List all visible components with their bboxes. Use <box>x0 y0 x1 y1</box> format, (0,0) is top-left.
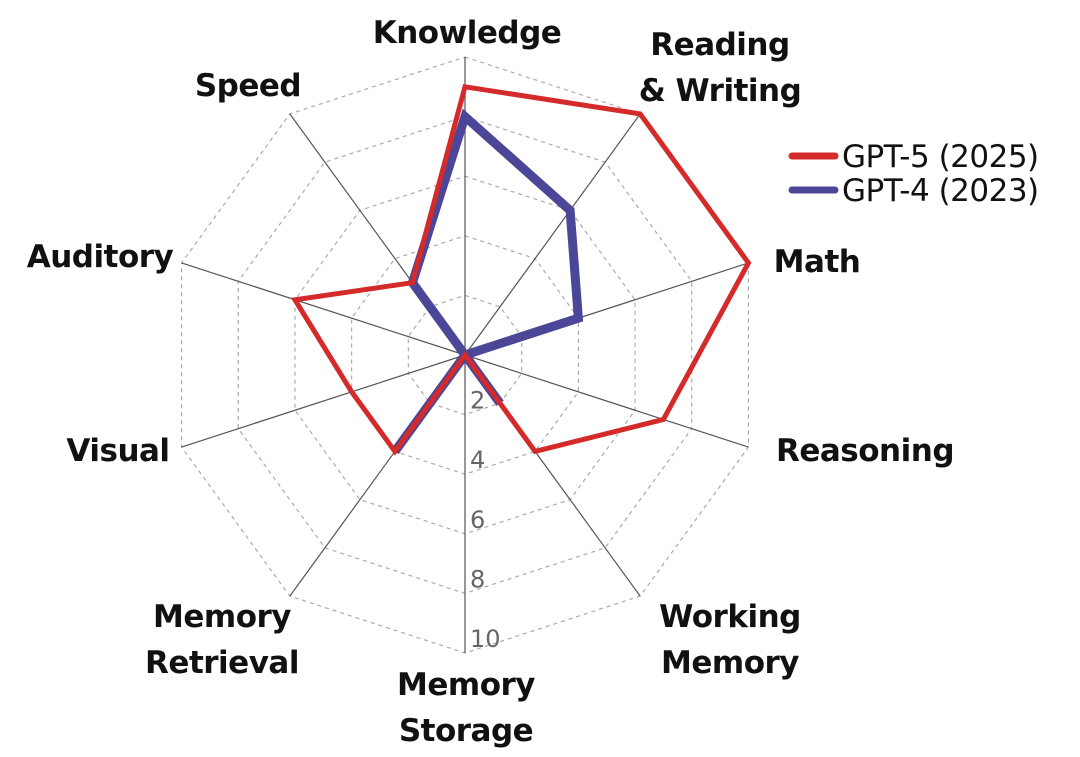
axis-line <box>464 354 749 448</box>
axis-line <box>464 113 641 356</box>
legend-label: GPT-4 (2023) <box>842 173 1039 209</box>
tick-label: 10 <box>470 625 501 653</box>
series-line <box>290 83 752 456</box>
axis-label: Reasoning <box>776 433 954 469</box>
axis-label: Math <box>774 244 861 280</box>
legend-label: GPT-5 (2025) <box>842 139 1039 175</box>
tick-label: 2 <box>470 387 485 415</box>
axis-label: Memory <box>661 645 799 681</box>
tick-label: 4 <box>470 446 485 474</box>
series-line <box>391 108 584 455</box>
axis-line <box>181 262 466 356</box>
axis-label: Working <box>659 599 801 635</box>
axis-label: Speed <box>195 68 301 104</box>
axis-label: Memory <box>153 599 291 635</box>
axis-line <box>181 354 466 448</box>
axis-label: & Writing <box>639 73 802 109</box>
axis-label: Reading <box>650 27 789 63</box>
axis-label: Knowledge <box>373 15 562 51</box>
axis-label: Visual <box>66 433 169 469</box>
axis-label: Retrieval <box>145 645 299 681</box>
axis-label: Memory <box>397 667 535 703</box>
tick-label: 6 <box>470 506 485 534</box>
axis-label: Storage <box>399 713 533 749</box>
axis-label: Auditory <box>27 239 174 275</box>
tick-label: 8 <box>470 565 485 593</box>
